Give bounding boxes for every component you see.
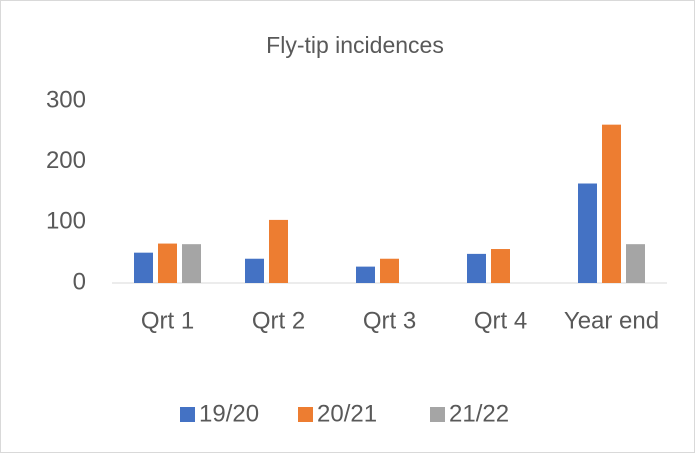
bar [158,243,177,283]
x-tick-label: Qrt 1 [141,307,194,334]
bar [380,258,399,283]
legend-label: 20/21 [317,400,377,427]
y-tick-label: 200 [46,147,86,174]
bar [182,244,201,283]
bar [602,124,621,283]
chart-title: Fly-tip incidences [266,32,444,58]
x-tick-label: Year end [564,307,659,334]
bar [467,253,486,283]
y-tick-label: 100 [46,208,86,235]
x-tick-label: Qrt 3 [363,307,416,334]
x-tick-label: Qrt 2 [252,307,305,334]
bar [134,252,153,283]
bar [245,258,264,283]
legend-swatch [298,407,313,422]
y-tick-label: 0 [73,268,86,295]
x-tick-label: Qrt 4 [474,307,527,334]
legend-swatch [430,407,445,422]
bar [356,266,375,283]
bar [578,183,597,283]
legend-swatch [180,407,195,422]
y-tick-label: 300 [46,86,86,113]
legend-label: 21/22 [449,400,509,427]
bar [491,249,510,283]
bar [269,219,288,283]
bar [626,244,645,283]
legend-label: 19/20 [199,400,259,427]
